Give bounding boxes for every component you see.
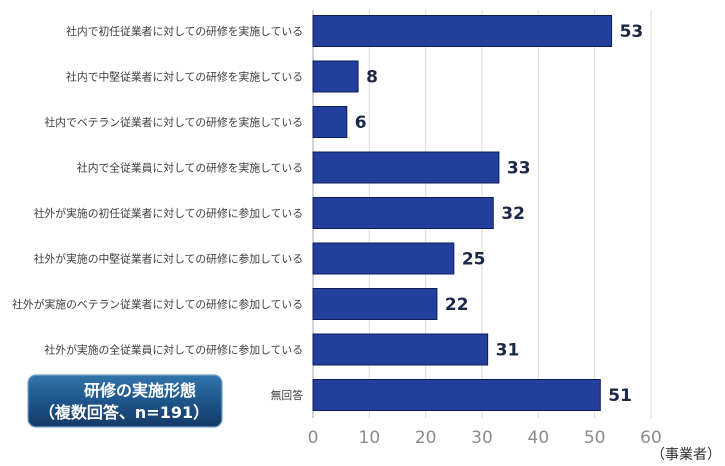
- value-label-2: 6: [355, 113, 367, 133]
- title-box: 研修の実施形態 （複数回答、n=191）: [27, 374, 223, 428]
- x-tick-label-40: 40: [528, 428, 550, 448]
- x-tick-label-60: 60: [640, 428, 662, 448]
- x-tick-label-30: 30: [471, 428, 493, 448]
- bar-1: [312, 60, 359, 93]
- category-labels: 社内で初任従業者に対しての研修を実施している社内で中堅従業者に対しての研修を実施…: [12, 24, 303, 402]
- value-label-8: 51: [608, 386, 632, 406]
- bars: [312, 15, 613, 411]
- category-label-3: 社内で全従業員に対しての研修を実施している: [77, 161, 303, 175]
- x-tick-label-10: 10: [359, 428, 381, 448]
- title-box-background: [27, 374, 223, 428]
- category-label-2: 社内でベテラン従業者に対しての研修を実施している: [45, 115, 303, 129]
- category-label-5: 社外が実施の中堅従業者に対しての研修に参加している: [34, 252, 303, 266]
- value-label-1: 8: [366, 68, 378, 88]
- value-labels: 53 8 6 33 32 25 22 31 51: [355, 22, 643, 406]
- category-label-8: 無回答: [271, 388, 304, 402]
- category-label-6: 社外が実施のベテラン従業者に対しての研修に参加している: [12, 297, 303, 311]
- category-label-0: 社内で初任従業者に対しての研修を実施している: [66, 24, 303, 38]
- category-label-1: 社内で中堅従業者に対しての研修を実施している: [66, 70, 303, 84]
- x-axis-tick-labels: 0 10 20 30 40 50 60: [308, 428, 662, 448]
- bar-3: [312, 151, 500, 184]
- x-axis-unit-label: （事業者）: [651, 447, 721, 463]
- value-label-5: 25: [462, 250, 486, 270]
- x-tick-label-0: 0: [308, 428, 319, 448]
- x-tick-label-20: 20: [415, 428, 437, 448]
- value-label-6: 22: [445, 295, 469, 315]
- bar-5: [312, 242, 455, 275]
- value-label-4: 32: [501, 204, 525, 224]
- category-label-7: 社外が実施の全従業員に対しての研修に参加している: [45, 343, 303, 357]
- chart-subtitle: （複数回答、n=191）: [39, 403, 209, 422]
- value-label-7: 31: [496, 341, 520, 361]
- value-label-3: 33: [507, 159, 531, 179]
- bar-4: [312, 197, 494, 229]
- bar-0: [312, 15, 613, 47]
- bar-6: [312, 288, 438, 320]
- bar-8: [312, 379, 601, 411]
- x-tick-label-50: 50: [584, 428, 606, 448]
- category-label-4: 社外が実施の初任従業者に対しての研修に参加している: [34, 206, 303, 220]
- chart-title: 研修の実施形態: [84, 381, 196, 400]
- bar-2: [312, 106, 348, 138]
- value-label-0: 53: [620, 22, 644, 42]
- bar-7: [312, 333, 489, 366]
